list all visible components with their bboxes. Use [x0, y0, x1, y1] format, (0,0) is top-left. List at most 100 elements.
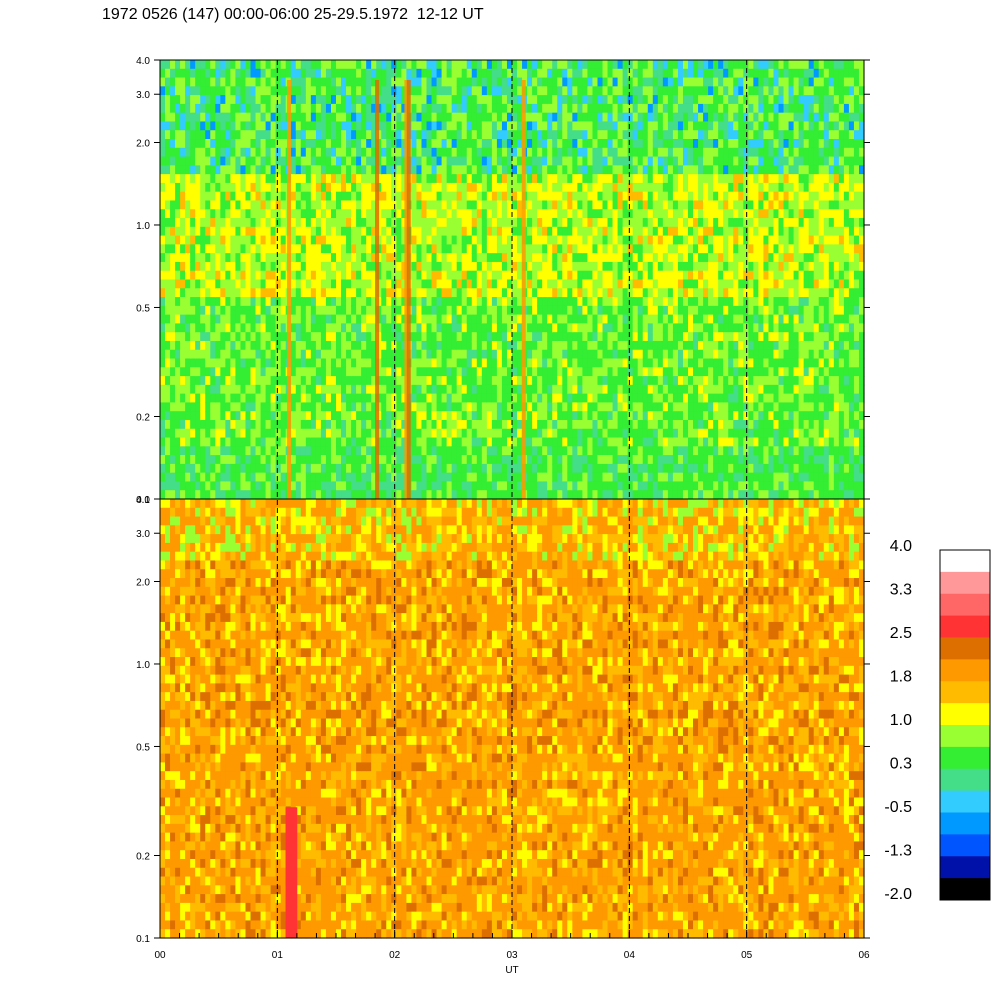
heatmap-cell	[602, 358, 609, 368]
heatmap-cell	[577, 288, 583, 298]
heatmap-cell	[205, 411, 211, 421]
heatmap-cell	[567, 455, 573, 465]
heatmap-cell	[461, 60, 468, 70]
heatmap-cell	[315, 139, 322, 149]
heatmap-cell	[436, 68, 443, 79]
heatmap-cell	[582, 428, 589, 439]
heatmap-cell	[330, 428, 337, 439]
heatmap-cell	[170, 419, 176, 430]
heatmap-cell	[527, 270, 533, 281]
heatmap-cell	[657, 226, 664, 237]
heatmap-cell	[597, 446, 604, 456]
heatmap-cell	[572, 279, 578, 289]
heatmap-cell	[240, 384, 247, 395]
heatmap-cell	[572, 490, 578, 500]
heatmap-cell	[210, 77, 216, 87]
heatmap-cell	[391, 209, 397, 219]
heatmap-cell	[481, 86, 488, 96]
heatmap-cell	[602, 340, 609, 351]
heatmap-cell	[552, 60, 558, 70]
heatmap-cell	[491, 323, 498, 333]
heatmap-cell	[190, 60, 196, 70]
heatmap-cell	[215, 481, 221, 491]
heatmap-cell	[506, 60, 513, 70]
heatmap-cell	[275, 60, 282, 70]
heatmap-cell	[346, 253, 352, 263]
heatmap-cell	[240, 279, 247, 289]
heatmap-cell	[572, 437, 578, 447]
heatmap-cell	[657, 103, 664, 114]
heatmap-cell	[496, 235, 503, 245]
heatmap-cell	[461, 253, 468, 263]
heatmap-cell	[336, 437, 342, 447]
heatmap-cell	[456, 147, 463, 158]
heatmap-cell	[310, 367, 317, 377]
heatmap-cell	[552, 297, 558, 307]
heatmap-cell	[632, 279, 639, 289]
heatmap-cell	[280, 472, 287, 483]
heatmap-cell	[290, 481, 297, 491]
heatmap-cell	[461, 103, 468, 114]
heatmap-cell	[356, 218, 362, 228]
heatmap-cell	[592, 367, 599, 377]
heatmap-cell	[205, 358, 211, 368]
heatmap-cell	[637, 174, 644, 184]
heatmap-cell	[436, 95, 443, 105]
heatmap-cell	[160, 402, 166, 412]
heatmap-cell	[310, 139, 317, 149]
heatmap-cell	[255, 68, 262, 79]
heatmap-cell	[451, 323, 458, 333]
heatmap-cell	[567, 323, 573, 333]
heatmap-cell	[481, 156, 488, 166]
heatmap-cell	[567, 121, 573, 131]
heatmap-cell	[210, 305, 216, 316]
heatmap-cell	[532, 261, 538, 272]
heatmap-cell	[642, 226, 649, 237]
heatmap-cell	[351, 209, 357, 219]
heatmap-cell	[597, 156, 604, 166]
heatmap-cell	[461, 419, 468, 430]
heatmap-cell	[401, 261, 407, 272]
heatmap-cell	[501, 244, 508, 254]
heatmap-cell	[582, 139, 589, 149]
heatmap-cell	[642, 367, 649, 377]
heatmap-cell	[165, 314, 171, 324]
heatmap-cell	[431, 288, 438, 298]
heatmap-cell	[175, 419, 181, 430]
heatmap-cell	[542, 419, 548, 430]
heatmap-cell	[315, 288, 322, 298]
heatmap-cell	[280, 279, 287, 289]
heatmap-cell	[506, 200, 513, 210]
heatmap-cell	[607, 68, 614, 79]
heatmap-cell	[486, 95, 493, 105]
heatmap-cell	[491, 235, 498, 245]
heatmap-cell	[325, 376, 332, 386]
heatmap-cell	[652, 402, 659, 412]
heatmap-cell	[421, 103, 428, 114]
heatmap-cell	[451, 314, 458, 324]
heatmap-cell	[336, 349, 342, 360]
heatmap-cell	[572, 209, 578, 219]
heatmap-cell	[466, 244, 473, 254]
heatmap-cell	[647, 165, 654, 175]
heatmap-cell	[190, 165, 196, 175]
heatmap-cell	[260, 340, 267, 351]
heatmap-cell	[240, 121, 247, 131]
heatmap-cell	[501, 165, 508, 175]
heatmap-cell	[351, 226, 357, 237]
heatmap-cell	[170, 182, 176, 193]
heatmap-cell	[406, 60, 413, 70]
heatmap-cell	[496, 437, 503, 447]
heatmap-cell	[421, 121, 428, 131]
heatmap-cell	[562, 367, 568, 377]
heatmap-cell	[431, 226, 438, 237]
heatmap-cell	[305, 261, 312, 272]
heatmap-cell	[436, 332, 443, 342]
heatmap-cell	[542, 490, 548, 500]
heatmap-cell	[647, 191, 654, 202]
heatmap-cell	[175, 428, 181, 439]
heatmap-cell	[471, 463, 478, 474]
heatmap-cell	[270, 112, 277, 123]
heatmap-cell	[315, 165, 322, 175]
heatmap-cell	[240, 130, 247, 140]
